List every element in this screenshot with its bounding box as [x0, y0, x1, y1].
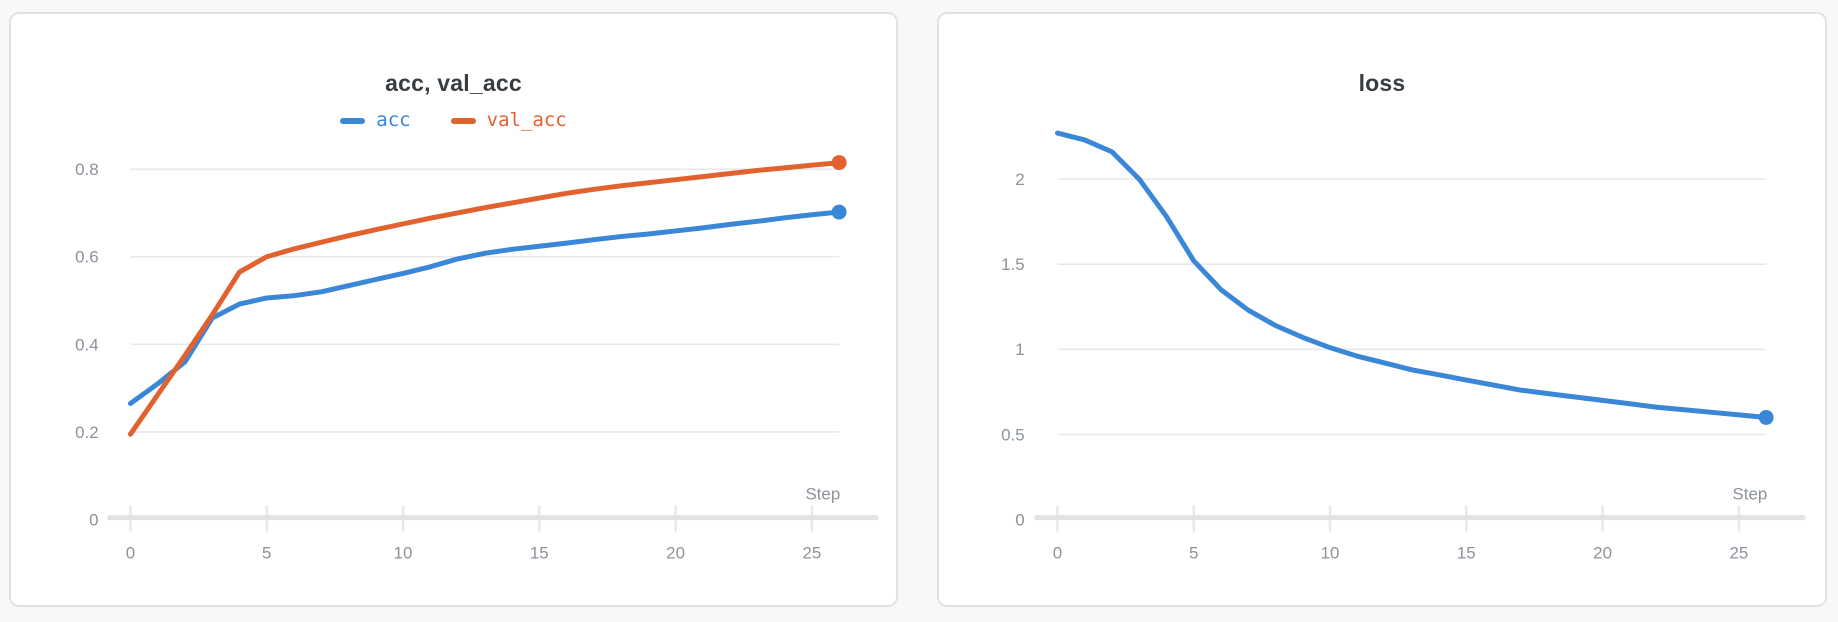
legend-label: val_acc: [486, 109, 567, 131]
x-tick-label: 15: [530, 543, 549, 562]
endpoint-marker-acc: [831, 204, 847, 220]
legend-swatch: [340, 117, 366, 124]
legend-item-acc: acc: [340, 109, 411, 131]
y-tick-label: 0.8: [75, 160, 99, 179]
y-tick-label: 0: [1015, 511, 1024, 530]
series-line-val_acc: [127, 160, 842, 437]
y-tick-label: 1: [1015, 340, 1024, 359]
panel-loss[interactable]: loss 0 0.5 1 1.5 2 0 5 10 15 20 25 Step: [937, 12, 1827, 607]
chart-title: loss: [1358, 70, 1406, 96]
x-tick-label: 0: [126, 543, 135, 562]
endpoint-marker-val_acc: [831, 155, 847, 171]
y-tick-label: 1.5: [1001, 255, 1025, 274]
line-chart-acc-val-acc: 0 0.2 0.4 0.6 0.8 0 5 10 15 20 25 Step: [75, 155, 879, 562]
y-tick-label: 0.6: [75, 248, 99, 267]
endpoint-marker-loss: [1758, 409, 1774, 425]
y-tick-label: 2: [1015, 170, 1024, 189]
x-tick-label: 15: [1457, 543, 1476, 562]
x-tick-label: 10: [394, 543, 413, 562]
x-axis-label: Step: [805, 485, 840, 504]
legend-swatch: [450, 117, 476, 124]
x-tick-label: 25: [802, 543, 821, 562]
legend-label: acc: [376, 109, 411, 131]
panel-acc-val-acc[interactable]: acc, val_acc acc val_acc 0 0.2 0.4 0.6 0.8 0 5 1…: [9, 12, 898, 607]
x-tick-label: 10: [1321, 543, 1340, 562]
x-tick-label: 5: [262, 543, 271, 562]
x-axis-label: Step: [1732, 485, 1767, 504]
y-tick-label: 0: [89, 511, 98, 530]
chart-legend: acc val_acc: [11, 111, 896, 130]
legend-item-val_acc: val_acc: [450, 109, 567, 131]
x-tick-label: 0: [1053, 543, 1062, 562]
y-tick-label: 0.4: [75, 335, 99, 354]
x-tick-label: 5: [1189, 543, 1198, 562]
x-tick-label: 20: [1593, 543, 1612, 562]
series-line-acc: [127, 209, 842, 406]
x-tick-label: 25: [1729, 543, 1748, 562]
chart-title: acc, val_acc: [385, 70, 522, 96]
series-line-loss: [1054, 130, 1769, 420]
y-tick-label: 0.5: [1001, 425, 1025, 444]
x-tick-label: 20: [666, 543, 685, 562]
y-tick-label: 0.2: [75, 423, 99, 442]
